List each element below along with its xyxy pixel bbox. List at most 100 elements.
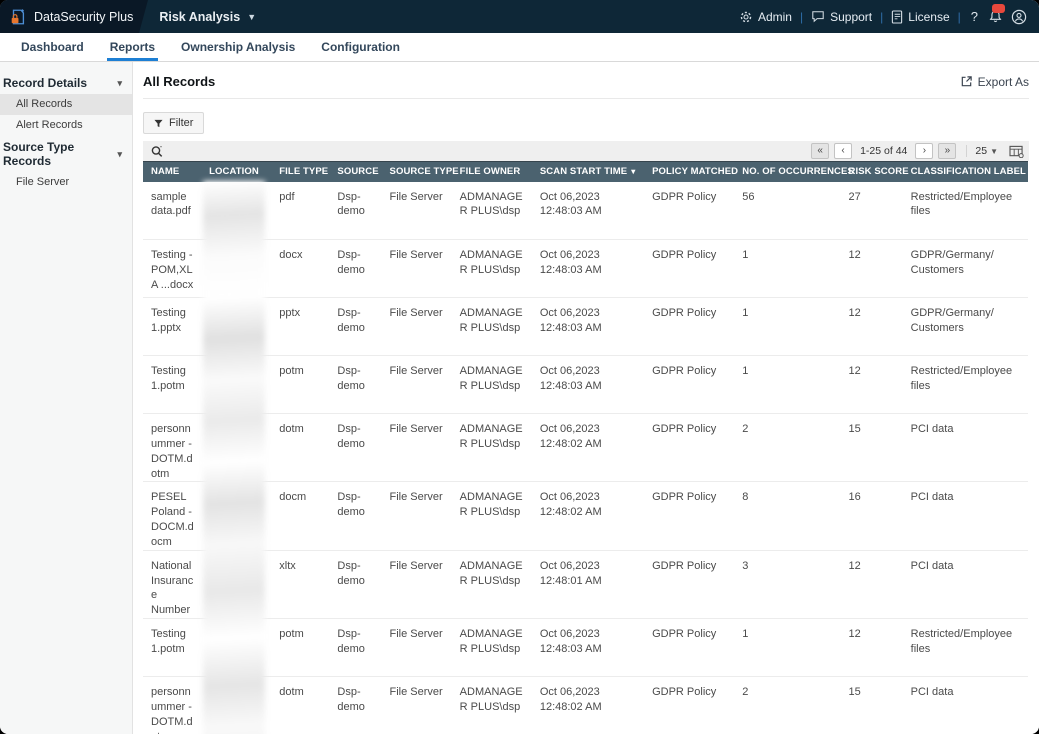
pagination-prev-button[interactable]: ‹ (834, 143, 853, 159)
table-row: National Insurance Number xltx Dsp-demo Fil… (143, 550, 1028, 620)
topbar-link-admin[interactable]: Admin (739, 10, 792, 24)
col-header-file-owner[interactable]: FILE OWNER (451, 161, 532, 182)
cell-classification-label: Restricted/Employee files (902, 618, 1028, 678)
col-header-location[interactable]: LOCATION (201, 161, 272, 182)
cell-file-type: pptx (271, 297, 330, 356)
cell-classification-label: GDPR/Germany/ Customers (902, 239, 1028, 298)
table-wrap: NAME LOCATION FILE TYPE SOURCE SOURCE TYPE FI… (143, 161, 1029, 734)
cell-risk-score: 15 (840, 676, 903, 734)
topbar-link-label: License (908, 9, 950, 24)
sidebar-item-alert-records[interactable]: Alert Records (16, 119, 83, 131)
cell-source-type: File Server (381, 618, 452, 678)
cell-name: PESEL Poland - DOCM.docm (143, 481, 202, 551)
cell-classification-label: PCI data (902, 550, 1028, 620)
separator: | (957, 9, 961, 24)
cell-source: Dsp-demo (329, 550, 382, 620)
cell-policy-matched: GDPR Policy (644, 413, 735, 483)
sidebar: Record Details ▾ All Records Alert Records S… (0, 62, 133, 734)
brand-block: DataSecurity Plus (0, 0, 149, 33)
col-header-scan-start-time[interactable]: SCAN START TIME ▾ (531, 161, 645, 182)
cell-classification-label: GDPR/Germany/ Customers (902, 297, 1028, 356)
datasecurity-logo-icon (9, 8, 27, 26)
column-chooser-icon[interactable] (1009, 145, 1024, 158)
col-header-file-type[interactable]: FILE TYPE (271, 161, 330, 182)
cell-scan-start-time: Oct 06,2023 12:48:03 AM (531, 297, 645, 356)
cell-source: Dsp-demo (329, 297, 382, 356)
cell-policy-matched: GDPR Policy (644, 355, 735, 414)
notifications-bell-icon[interactable] (988, 4, 1005, 24)
cell-file-type: potm (271, 355, 330, 414)
tab-ownership-analysis[interactable]: Ownership Analysis (181, 40, 296, 54)
sidebar-item-all-records[interactable]: All Records (0, 94, 132, 115)
cell-file-owner: ADMANAGER PLUS\dsp (451, 676, 532, 734)
cell-file-owner: ADMANAGER PLUS\dsp (451, 239, 532, 298)
cell-name: sample data.pdf (143, 181, 202, 240)
cell-occurrences: 1 (734, 355, 841, 414)
table-row: Testing - POM,XLA ...docx docx Dsp-demo Fil… (143, 239, 1028, 298)
filter-button[interactable]: Filter (143, 112, 205, 134)
export-as-button[interactable]: Export As (960, 75, 1029, 89)
cell-name: National Insurance Number (143, 550, 202, 620)
cell-risk-score: 12 (840, 239, 903, 298)
cell-occurrences: 1 (734, 297, 841, 356)
table-row: Testing 1.pptx pptx Dsp-demo File Server ADM… (143, 297, 1028, 356)
separator: | (799, 9, 804, 24)
cell-source-type: File Server (381, 181, 452, 240)
filter-funnel-icon (154, 119, 163, 128)
cell-source: Dsp-demo (329, 676, 382, 734)
tab-reports[interactable]: Reports (97, 33, 168, 61)
cell-source-type: File Server (381, 297, 452, 356)
table-row: PESEL Poland - DOCM.docm docm Dsp-demo File… (143, 481, 1028, 551)
sidebar-section-label: Source Type Records (3, 140, 75, 168)
tab-configuration[interactable]: Configuration (321, 40, 400, 54)
license-doc-icon (891, 9, 903, 24)
cell-risk-score: 12 (840, 297, 903, 356)
cell-policy-matched: GDPR Policy (644, 618, 735, 678)
sidebar-item-file-server[interactable]: File Server (16, 176, 70, 188)
pagination-last-button[interactable]: » (938, 143, 957, 159)
module-selector[interactable]: Risk Analysis ▼ (159, 10, 256, 24)
col-header-classification-label[interactable]: CLASSIFICATION LABEL (902, 161, 1028, 182)
top-bar: DataSecurity Plus Risk Analysis ▼ Admin |… (0, 0, 1039, 33)
cell-policy-matched: GDPR Policy (644, 550, 735, 620)
cell-file-type: pdf (271, 181, 330, 240)
cell-source-type: File Server (381, 676, 452, 734)
tab-dashboard[interactable]: Dashboard (21, 40, 84, 54)
cell-file-owner: ADMANAGER PLUS\dsp (451, 550, 532, 620)
sidebar-section-record-details[interactable]: Record Details ▾ (0, 72, 132, 94)
col-header-name[interactable]: NAME (143, 161, 202, 182)
cell-file-type: potm (271, 618, 330, 678)
pagination-next-button[interactable]: › (915, 143, 934, 159)
cell-source: Dsp-demo (329, 618, 382, 678)
col-header-source-type[interactable]: SOURCE TYPE (381, 161, 459, 182)
cell-scan-start-time: Oct 06,2023 12:48:03 AM (531, 618, 645, 678)
cell-policy-matched: GDPR Policy (644, 239, 735, 298)
topbar-link-support[interactable]: Support (811, 10, 872, 24)
user-avatar-icon[interactable] (1011, 9, 1027, 25)
cell-file-type: docx (271, 239, 330, 298)
cell-scan-start-time: Oct 06,2023 12:48:02 AM (531, 676, 645, 734)
pagination-first-button[interactable]: « (811, 143, 830, 159)
page-size-select[interactable]: 25 ▼ (966, 145, 998, 157)
cell-policy-matched: GDPR Policy (644, 181, 735, 240)
topbar-links: Admin | Support | License (739, 10, 950, 24)
search-icon[interactable] (148, 144, 164, 158)
cell-file-type: dotm (271, 676, 330, 734)
support-chat-icon (811, 10, 825, 23)
help-button[interactable]: ? (970, 9, 978, 24)
col-header-source[interactable]: SOURCE (329, 161, 382, 182)
topbar-link-license[interactable]: License (891, 9, 950, 24)
col-header-policy-matched[interactable]: POLICY MATCHED (644, 161, 738, 182)
col-header-no-of-occurrences[interactable]: NO. OF OCCURRENCES (734, 161, 854, 182)
cell-occurrences: 1 (734, 239, 841, 298)
cell-risk-score: 27 (840, 181, 903, 240)
module-label: Risk Analysis (159, 9, 241, 24)
sidebar-section-source-type-records[interactable]: Source Type Records ▾ (0, 136, 132, 172)
col-header-risk-score[interactable]: RISK SCORE (840, 161, 909, 182)
cell-source-type: File Server (381, 239, 452, 298)
page-size-value: 25 (975, 145, 988, 157)
cell-occurrences: 2 (734, 676, 841, 734)
table-body: sample data.pdf pdf Dsp-demo File Server ADM… (143, 181, 1028, 734)
